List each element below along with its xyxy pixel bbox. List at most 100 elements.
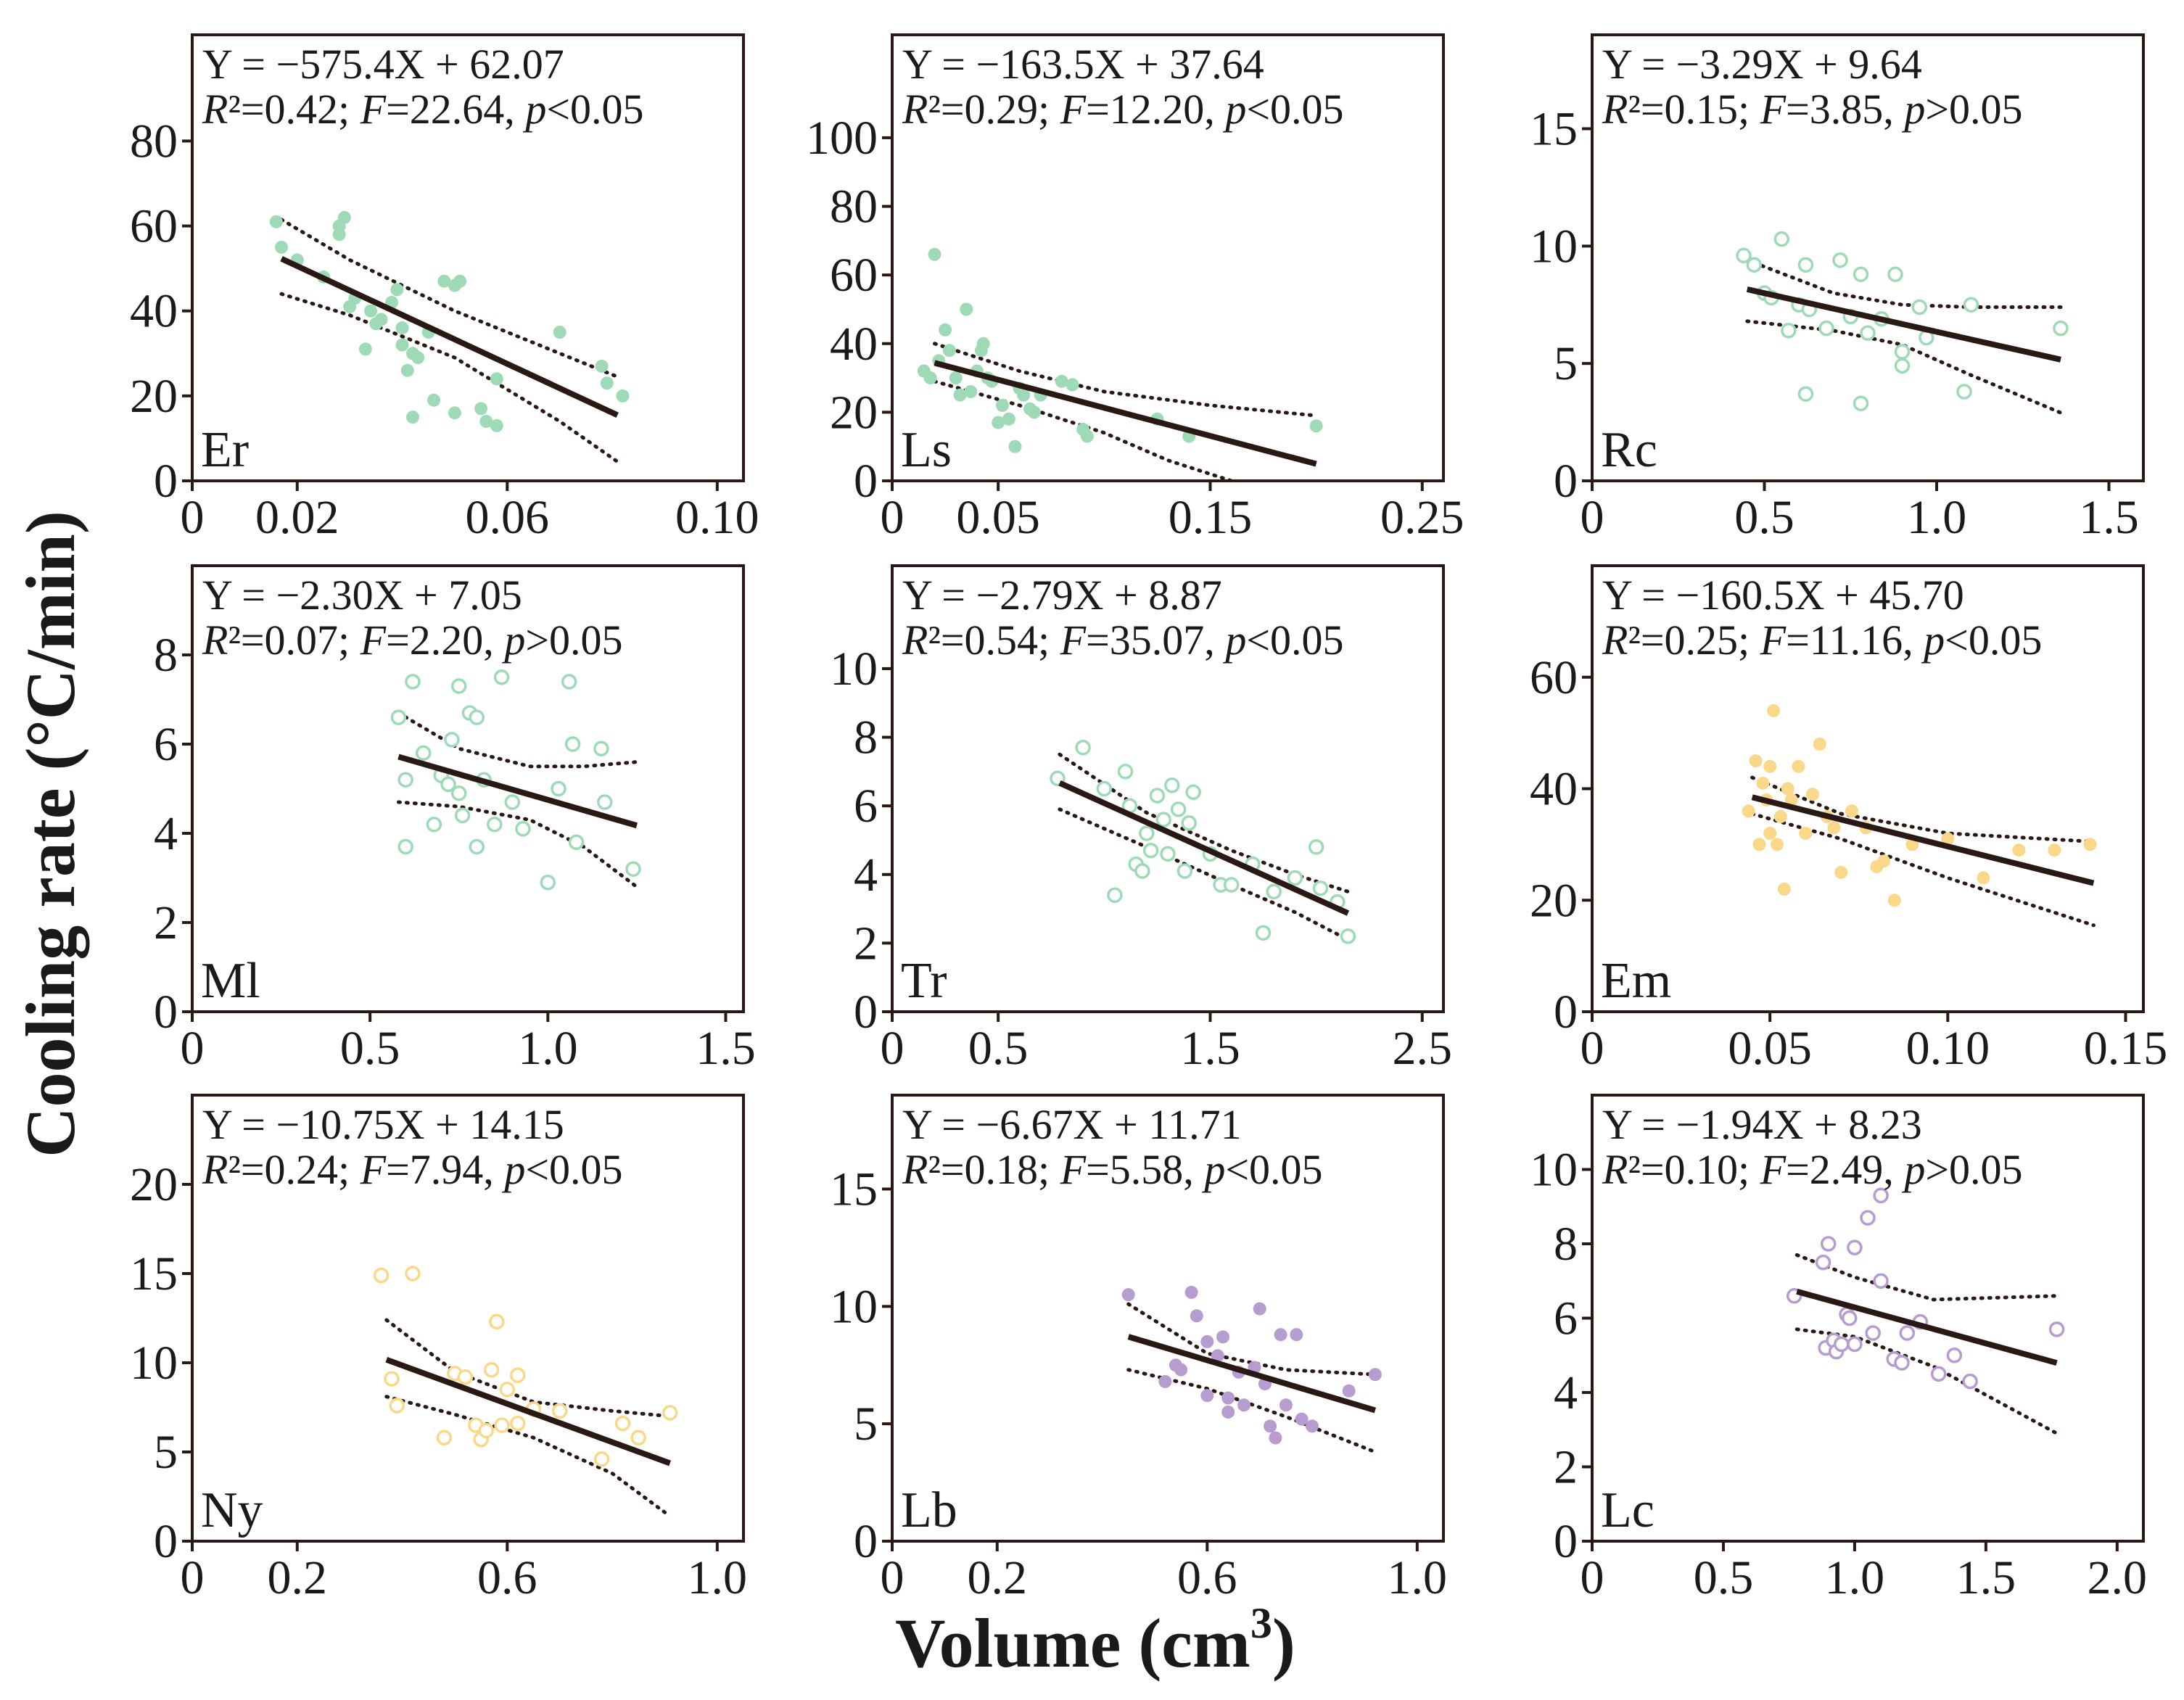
regression-stats-part: R <box>202 86 228 133</box>
data-point <box>1190 1309 1203 1323</box>
ci-upper-line <box>384 1318 672 1419</box>
data-point <box>942 344 956 358</box>
data-point <box>1763 759 1777 773</box>
y-tick-label: 10 <box>830 643 878 696</box>
x-tick-label: 0.6 <box>1177 1551 1237 1604</box>
x-tick-label: 2.0 <box>2088 1551 2148 1604</box>
data-point <box>1121 1288 1135 1302</box>
ci-upper-line <box>1058 752 1350 894</box>
y-tick-label: 0 <box>854 455 878 508</box>
y-tick-label: 0 <box>154 1515 178 1568</box>
data-point <box>976 337 990 350</box>
data-point <box>561 674 577 690</box>
regression-stats-part: R <box>902 1146 928 1193</box>
ci-lower-line <box>933 379 1234 481</box>
regression-stats-part: ²=0.54; <box>928 616 1060 664</box>
regression-stats-part: =11.16, <box>1786 616 1924 664</box>
data-point <box>2053 320 2069 337</box>
regression-stats-part: =22.64, <box>386 86 525 133</box>
data-point <box>1946 1348 1963 1363</box>
regression-stats-part: ²=0.18; <box>928 1146 1060 1193</box>
data-point <box>1860 325 1876 341</box>
data-point <box>1160 846 1176 862</box>
y-tick-label: 60 <box>1530 651 1578 704</box>
data-point <box>1792 759 1805 773</box>
data-point <box>2012 843 2026 857</box>
x-tick-label: 2.5 <box>1393 1022 1453 1075</box>
regression-stats-part: F <box>1760 616 1787 664</box>
data-point <box>397 772 413 788</box>
data-point <box>960 302 973 316</box>
panel-rc: 0 5 10 15 0 0.5 1.0 1.5 Y = −3.29X + 9.64R²=0.15… <box>1530 33 2145 544</box>
regression-stats-part: =5.58, <box>1086 1146 1204 1193</box>
x-tick-label: 0.2 <box>268 1551 328 1604</box>
data-point <box>1266 883 1282 900</box>
data-point <box>1200 1334 1214 1348</box>
ci-upper-line <box>396 711 639 769</box>
data-point <box>1763 827 1777 840</box>
data-point <box>1873 1187 1889 1204</box>
data-point <box>1806 788 1819 801</box>
x-tick-label: 0 <box>1581 1551 1604 1604</box>
data-point <box>1847 1239 1863 1255</box>
regression-stats-part: <0.05 <box>525 1146 622 1193</box>
regression-equation: Y = −2.30X + 7.05 <box>202 572 522 619</box>
data-point <box>395 338 409 352</box>
data-point <box>1368 1368 1382 1382</box>
data-point <box>1873 1273 1889 1290</box>
data-point <box>405 1266 421 1282</box>
data-point <box>474 402 488 416</box>
data-point <box>1742 804 1755 818</box>
data-point <box>1784 793 1798 806</box>
regression-line <box>280 256 619 418</box>
data-point <box>395 321 409 335</box>
data-point <box>2048 843 2061 857</box>
data-point <box>662 1405 678 1421</box>
y-tick-label: 10 <box>130 1337 178 1390</box>
data-point <box>426 816 442 833</box>
data-point <box>1736 247 1752 264</box>
data-point <box>450 678 467 694</box>
data-point <box>1055 374 1068 388</box>
data-point <box>1853 266 1869 282</box>
regression-stats-part: ²=0.15; <box>1628 86 1760 133</box>
data-point <box>1185 784 1201 800</box>
regression-stats: R²=0.42; F=22.64, p<0.05 <box>202 86 644 133</box>
regression-stats-part: =3.85, <box>1786 86 1904 133</box>
data-point <box>1963 297 1979 313</box>
x-tick-label: 0.10 <box>675 491 759 544</box>
data-point <box>1340 928 1356 944</box>
data-point <box>928 247 941 261</box>
y-tick-label: 8 <box>154 629 178 682</box>
regression-stats-part: <0.05 <box>1246 616 1343 664</box>
data-point <box>515 821 531 837</box>
data-point <box>1066 378 1079 392</box>
data-point <box>390 709 407 725</box>
y-tick-label: 8 <box>1554 1218 1578 1271</box>
data-point <box>1781 323 1797 339</box>
regression-equation: Y = −6.67X + 11.71 <box>902 1101 1242 1148</box>
data-point <box>996 398 1009 412</box>
x-tick-label: 0.06 <box>466 491 550 544</box>
data-point <box>1158 1374 1172 1388</box>
y-tick-label: 0 <box>854 986 878 1039</box>
data-point <box>625 861 641 877</box>
data-point <box>1887 266 1903 282</box>
y-tick-label: 2 <box>854 917 878 970</box>
regression-stats-part: ²=0.24; <box>228 1146 360 1193</box>
data-point <box>964 385 978 398</box>
data-point <box>504 794 521 810</box>
data-point <box>1847 1336 1863 1353</box>
panel-label: Lb <box>901 1482 957 1538</box>
x-tick-label: 0 <box>181 491 205 544</box>
x-tick-label: 0.05 <box>956 491 1040 544</box>
panel-ny: 0 5 10 15 20 0 0.2 0.6 1.0 Y = −10.75X + 14.15R²=… <box>130 1094 747 1604</box>
regression-stats-part: =2.49, <box>1786 1146 1904 1193</box>
data-point <box>1269 1431 1282 1445</box>
data-point <box>1096 780 1113 797</box>
panel-label: Lc <box>1601 1482 1655 1538</box>
x-tick-label: 0.5 <box>968 1022 1029 1075</box>
data-point <box>1797 386 1814 402</box>
